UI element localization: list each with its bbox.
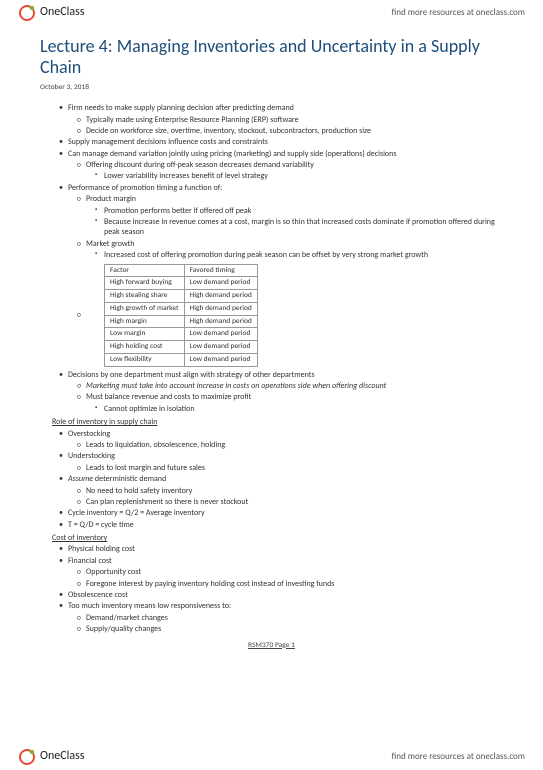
bullet: Performance of promotion timing a functi… bbox=[68, 183, 503, 193]
footer-tagline[interactable]: find more resources at oneclass.com bbox=[392, 751, 525, 763]
bullet: Financial cost bbox=[68, 556, 503, 566]
bullet: Must balance revenue and costs to maximi… bbox=[86, 392, 503, 402]
bullet: Obsolescence cost bbox=[68, 590, 503, 600]
page-footer: OneClass find more resources at oneclass… bbox=[0, 744, 543, 770]
bullet: Understocking bbox=[68, 451, 503, 461]
table-cell: High growth of market bbox=[105, 302, 185, 315]
bullet: Lower variability increases benefit of l… bbox=[104, 171, 503, 181]
table-cell: Low flexibility bbox=[105, 353, 185, 366]
brand-name: OneClass bbox=[40, 5, 85, 21]
bullet: Leads to liquidation, obsolescence, hold… bbox=[86, 440, 503, 450]
bullet: Cycle inventory = Q/2 = Average inventor… bbox=[68, 508, 503, 518]
table-cell: High demand period bbox=[184, 290, 257, 303]
bullet: Offering discount during off-peak season… bbox=[86, 160, 503, 170]
bullet: Market growth bbox=[86, 239, 503, 249]
table-cell: High margin bbox=[105, 315, 185, 328]
table-cell: High demand period bbox=[184, 302, 257, 315]
table-cell: Low demand period bbox=[184, 277, 257, 290]
bullet: Can manage demand variation jointly usin… bbox=[68, 149, 503, 159]
bullet: No need to hold safety inventory bbox=[86, 486, 503, 496]
bullet-emph: Assume bbox=[68, 474, 93, 484]
section-heading: Role of inventory in supply chain bbox=[52, 417, 503, 427]
document-date: October 3, 2018 bbox=[40, 83, 503, 93]
table-cell: Low demand period bbox=[184, 341, 257, 354]
bullet: Foregone interest by paying inventory ho… bbox=[86, 579, 503, 589]
bullet: Promotion performs better if offered off… bbox=[104, 206, 503, 216]
bullet: Can plan replenishment so there is never… bbox=[86, 497, 503, 507]
bullet: T = Q/D = cycle time bbox=[68, 520, 503, 530]
bullet: Increased cost of offering promotion dur… bbox=[104, 250, 503, 260]
table-cell: High demand period bbox=[184, 315, 257, 328]
header-tagline[interactable]: find more resources at oneclass.com bbox=[392, 7, 525, 19]
table-cell: Low margin bbox=[105, 328, 185, 341]
document-content: Lecture 4: Managing Inventories and Unce… bbox=[0, 26, 543, 650]
page-title: Lecture 4: Managing Inventories and Unce… bbox=[40, 36, 503, 77]
bullet: Leads to lost margin and future sales bbox=[86, 463, 503, 473]
bullet-rest: deterministic demand bbox=[93, 474, 166, 484]
page-number: RSM370 Page 1 bbox=[40, 641, 503, 651]
bullet: Product margin bbox=[86, 194, 503, 204]
section-heading: Cost of inventory bbox=[52, 533, 503, 543]
factor-table-wrap: FactorFavored timing High forward buying… bbox=[40, 264, 503, 367]
bullet: Decisions by one department must align w… bbox=[68, 370, 503, 380]
bullet: Cannot optimize in isolation bbox=[104, 404, 503, 414]
bullet: Typically made using Enterprise Resource… bbox=[86, 115, 503, 125]
bullet: Supply/quality changes bbox=[86, 624, 503, 634]
bullet: Opportunity cost bbox=[86, 567, 503, 577]
bullet: Supply management decisions influence co… bbox=[68, 137, 503, 147]
factor-table: FactorFavored timing High forward buying… bbox=[104, 264, 258, 367]
bullet: Assume deterministic demand bbox=[68, 474, 503, 484]
logo-icon bbox=[18, 748, 36, 766]
bullet: Decide on workforce size, overtime, inve… bbox=[86, 126, 503, 136]
table-cell: Factor bbox=[105, 264, 185, 277]
bullet: Physical holding cost bbox=[68, 544, 503, 554]
table-cell: High forward buying bbox=[105, 277, 185, 290]
brand-logo: OneClass bbox=[18, 4, 85, 22]
table-cell: Low demand period bbox=[184, 353, 257, 366]
bullet: Demand/market changes bbox=[86, 613, 503, 623]
table-cell: Favored timing bbox=[184, 264, 257, 277]
table-cell: Low demand period bbox=[184, 328, 257, 341]
table-cell: High stealing share bbox=[105, 290, 185, 303]
bullet: Marketing must take into account increas… bbox=[86, 381, 503, 391]
bullet: Firm needs to make supply planning decis… bbox=[68, 103, 503, 113]
brand-name: OneClass bbox=[40, 749, 85, 765]
page-header: OneClass find more resources at oneclass… bbox=[0, 0, 543, 26]
brand-logo: OneClass bbox=[18, 748, 85, 766]
table-cell: High holding cost bbox=[105, 341, 185, 354]
bullet: Because increase in revenue comes at a c… bbox=[104, 217, 503, 238]
bullet: Overstocking bbox=[68, 429, 503, 439]
bullet: Too much inventory means low responsiven… bbox=[68, 601, 503, 611]
logo-icon bbox=[18, 4, 36, 22]
